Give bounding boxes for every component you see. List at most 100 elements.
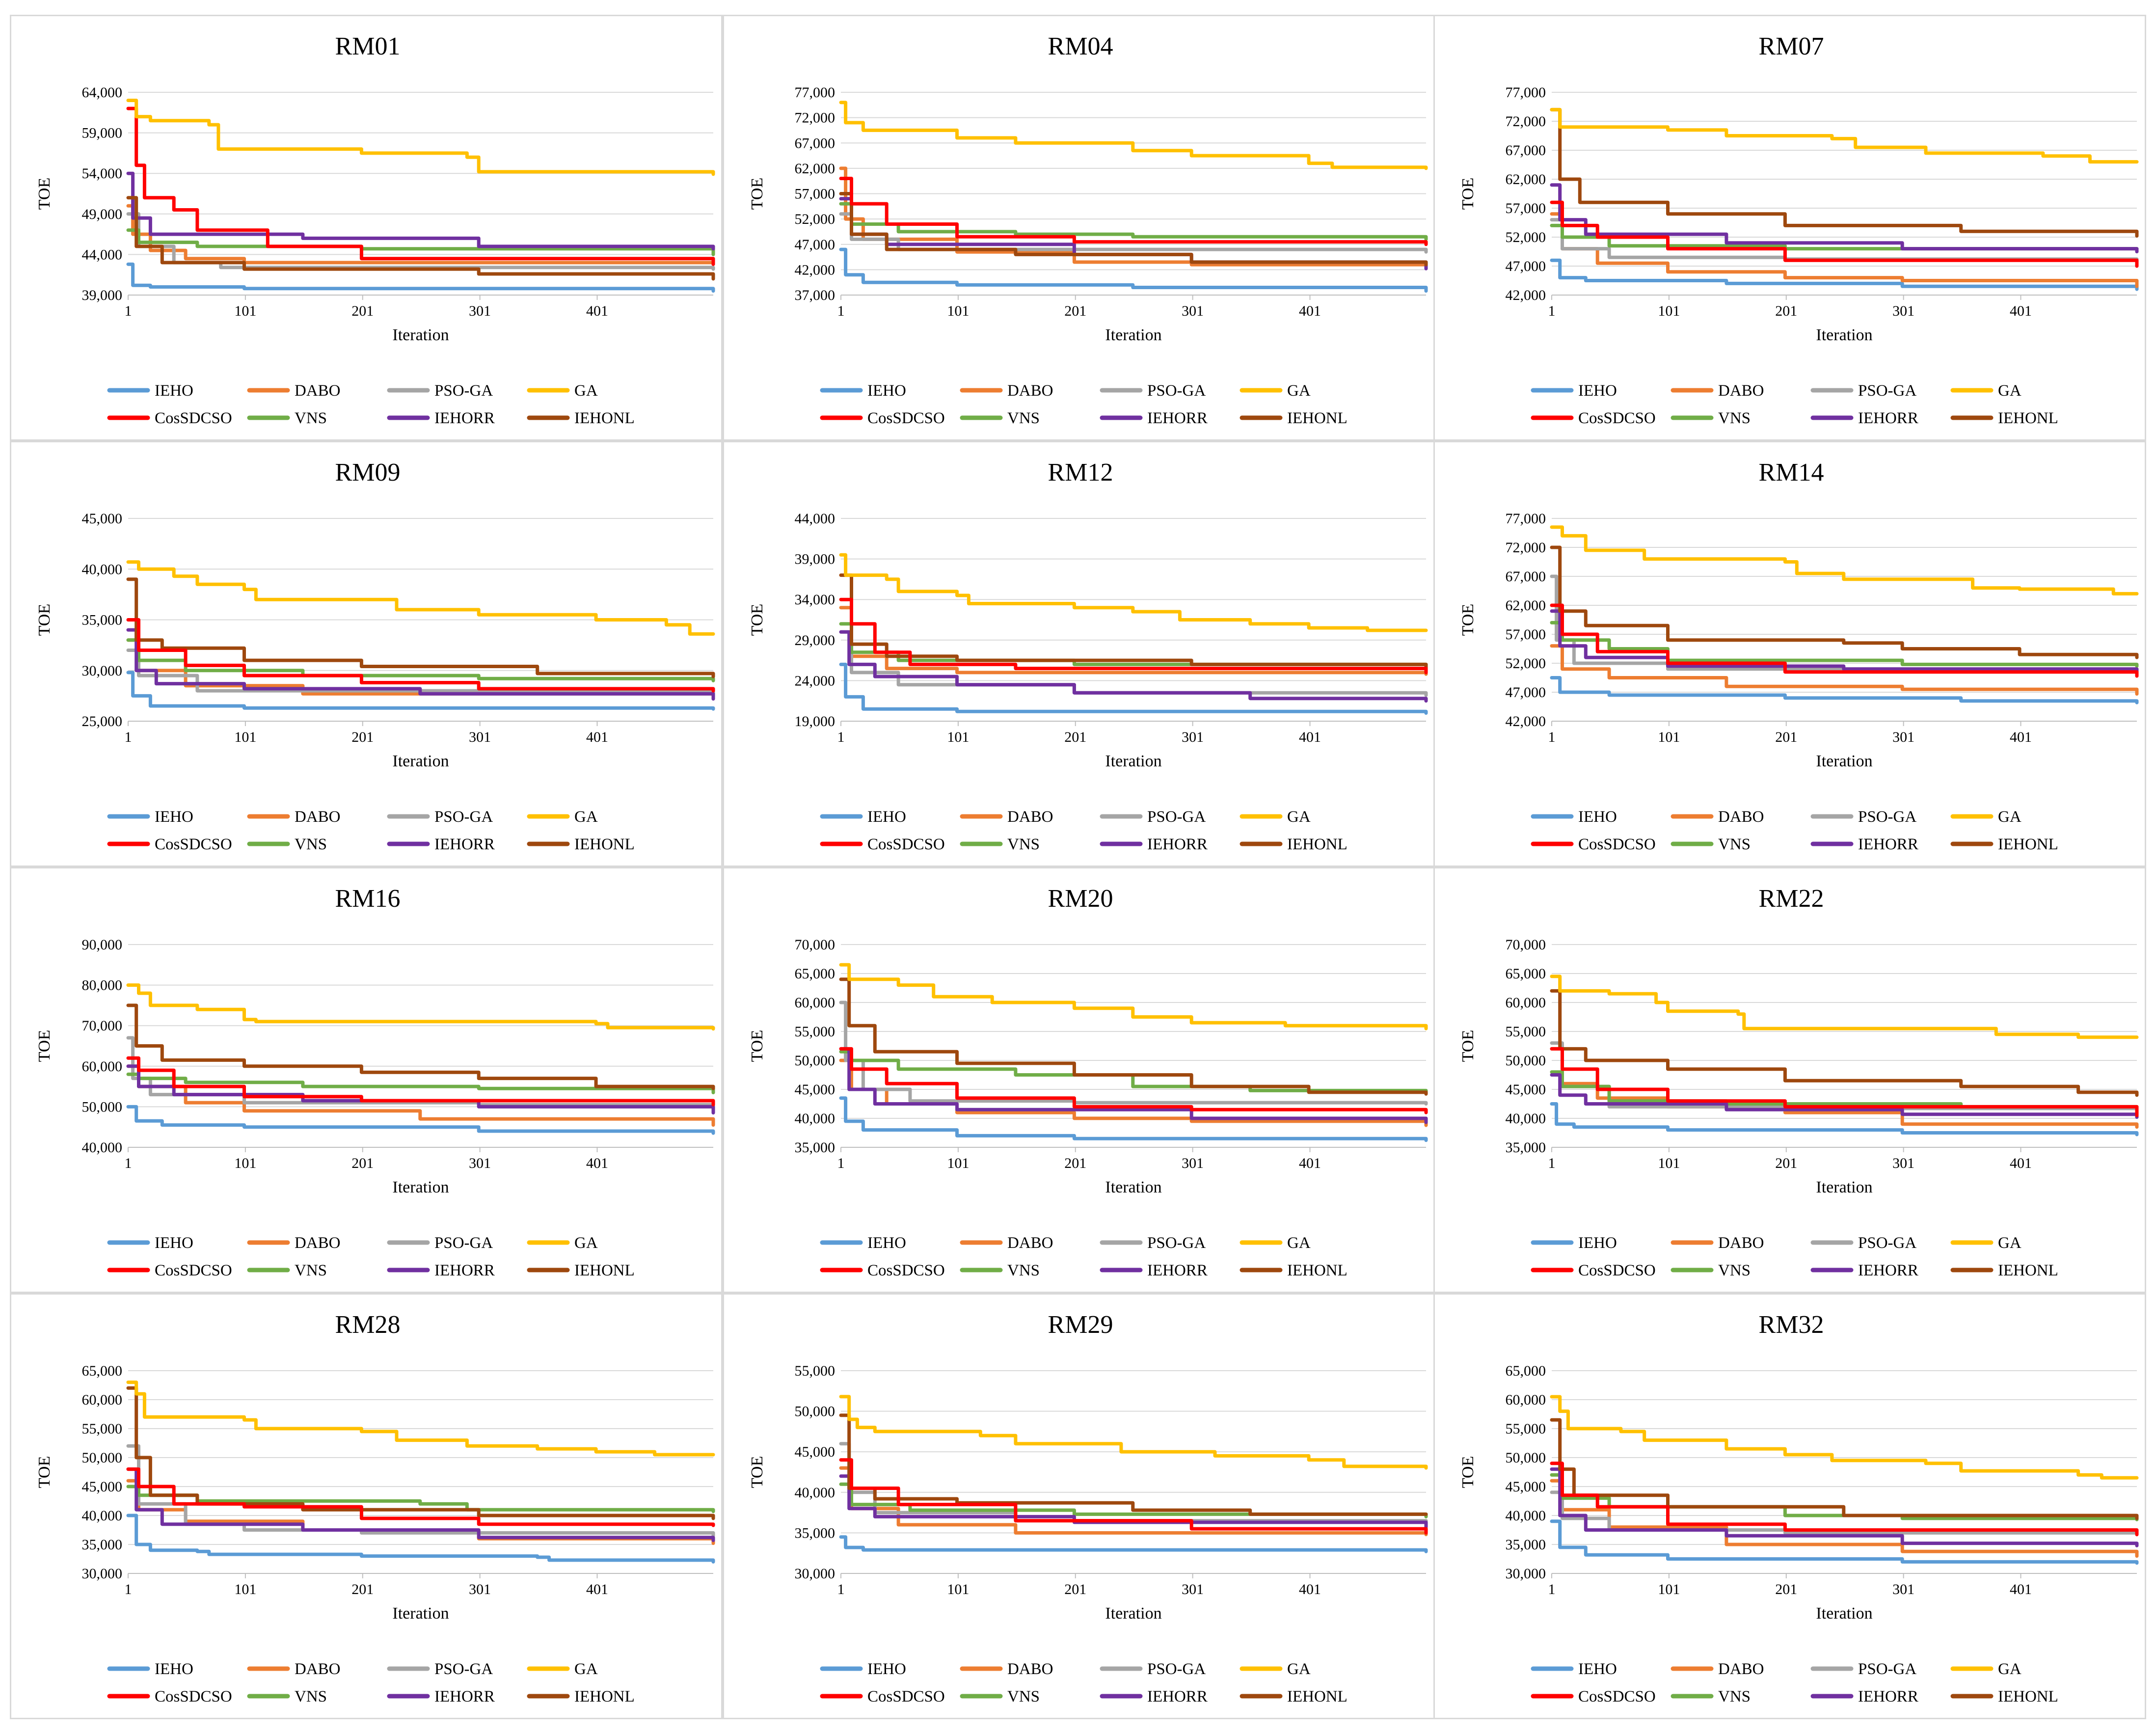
legend-label: IEHO [1578,1234,1617,1252]
legend-label: CosSDCSO [155,836,232,853]
series-line-cossdcso [1550,1047,2139,1117]
x-tick-label: 401 [1299,303,1321,319]
chart-panel-rm29: RM29 30,000 35,000 40,000 45,000 50,000 55,000… [723,1293,1435,1719]
y-tick-label: 52,000 [1506,229,1546,245]
series-line-cossdcso [126,1056,715,1107]
series-line-iehonl [1550,545,2139,659]
chart-title: RM01 [335,32,401,60]
x-axis-label: Iteration [1105,752,1161,770]
y-axis-label: TOE [35,178,54,210]
chart-title: RM12 [1048,459,1113,487]
series-line-ga [126,560,715,636]
chart-panel-rm22: RM22 35,000 40,000 45,000 50,000 55,000 60,000… [1433,867,2146,1293]
chart-svg: RM28 30,000 35,000 40,000 45,000 50,000 55,000… [35,1311,715,1705]
chart-panel-rm32: RM32 30,000 35,000 40,000 45,000 50,000 55,000… [1433,1293,2146,1719]
legend-label: IEHORR [1858,1688,1918,1705]
series-line-iehonl [839,192,1428,267]
y-tick-label: 90,000 [82,937,123,953]
y-tick-label: 35,000 [795,1525,835,1541]
legend-label: IEHONL [574,1688,635,1705]
y-tick-label: 44,000 [795,511,835,527]
legend-label: GA [1998,1234,2021,1252]
x-axis-label: Iteration [1105,326,1161,344]
y-tick-label: 35,000 [82,1537,123,1553]
legend-label: IEHONL [1998,836,2058,853]
y-tick-label: 67,000 [1506,142,1546,159]
chart-panel-rm20: RM20 35,000 40,000 45,000 50,000 55,000 60,000… [723,867,1435,1293]
y-axis-label: TOE [1459,178,1477,210]
chart-svg: RM20 35,000 40,000 45,000 50,000 55,000 60,000… [748,885,1428,1279]
chart-svg: RM09 25,000 30,000 35,000 40,000 45,000 1 101 20… [35,459,715,853]
chart-title: RM16 [335,885,401,913]
y-tick-label: 50,000 [795,1404,835,1420]
x-axis-label: Iteration [392,326,449,344]
series-line-pso-ga [839,1001,1428,1106]
x-tick-label: 301 [1182,1581,1204,1597]
y-tick-label: 77,000 [795,84,835,101]
x-tick-label: 201 [1775,1581,1797,1597]
y-tick-label: 50,000 [82,1099,123,1115]
chart-svg: RM12 19,000 24,000 29,000 34,000 39,000 44,000… [748,459,1428,853]
x-tick-label: 201 [351,729,374,745]
series-line-ga [839,1395,1428,1470]
series-line-ieho [839,662,1428,715]
y-tick-label: 60,000 [82,1392,123,1408]
y-tick-label: 70,000 [795,937,835,953]
series-line-ga [839,553,1428,632]
series-line-iehonl [1550,989,2139,1097]
x-tick-label: 401 [2010,1581,2032,1597]
series-line-cossdcso [1550,1461,2139,1537]
x-tick-label: 401 [2010,303,2032,319]
y-tick-label: 57,000 [1506,626,1546,643]
y-tick-label: 24,000 [795,673,835,689]
series-line-vns [126,1072,715,1094]
y-tick-label: 77,000 [1506,84,1546,101]
x-tick-label: 301 [1892,729,1914,745]
y-tick-label: 35,000 [795,1139,835,1156]
legend-label: IEHONL [1287,409,1348,427]
legend-label: IEHORR [434,836,495,853]
legend-label: GA [1287,1660,1311,1678]
legend-label: DABO [295,1234,341,1252]
series-line-iehonl [126,577,715,678]
x-tick-label: 301 [1182,729,1204,745]
series-line-ieho [126,1514,715,1564]
legend-label: CosSDCSO [867,836,945,853]
series-line-ieho [1550,1102,2139,1137]
chart-svg: RM22 35,000 40,000 45,000 50,000 55,000 60,000… [1459,885,2139,1279]
legend-label: VNS [295,836,327,853]
y-tick-label: 45,000 [795,1082,835,1098]
legend-label: IEHORR [1858,836,1918,853]
y-tick-label: 77,000 [1506,511,1546,527]
y-tick-label: 60,000 [82,1058,123,1075]
y-tick-label: 65,000 [82,1363,123,1379]
chart-panel-rm07: RM07 42,000 47,000 52,000 57,000 62,000 67,000… [1433,15,2146,441]
series-line-iehonl [839,977,1428,1096]
series-line-vns [126,638,715,682]
x-tick-label: 201 [1775,303,1797,319]
x-axis-label: Iteration [1816,1604,1872,1623]
legend-label: VNS [1718,1262,1751,1279]
legend-label: IEHONL [1287,836,1348,853]
legend-label: PSO-GA [1858,382,1916,400]
chart-svg: RM01 39,000 44,000 49,000 54,000 59,000 64,000… [35,32,715,427]
legend-label: IEHORR [1147,1262,1208,1279]
legend-label: GA [574,808,598,826]
legend-label: CosSDCSO [1578,409,1656,427]
legend-label: PSO-GA [1147,1234,1206,1252]
legend-label: IEHORR [1858,1262,1918,1279]
legend-label: PSO-GA [1147,382,1206,400]
legend-label: GA [1998,382,2021,400]
series-line-cossdcso [1550,200,2139,268]
y-tick-label: 64,000 [82,84,123,101]
legend-label: IEHO [867,382,906,400]
x-tick-label: 1 [837,1155,845,1171]
legend-label: VNS [1718,1688,1751,1705]
series-line-iehorr [1550,1467,2139,1547]
series-line-cossdcso [839,177,1428,246]
legend-label: IEHO [1578,1660,1617,1678]
y-tick-label: 40,000 [82,561,123,577]
legend-label: IEHO [867,1660,906,1678]
y-tick-label: 57,000 [1506,200,1546,216]
y-tick-label: 50,000 [795,1053,835,1069]
